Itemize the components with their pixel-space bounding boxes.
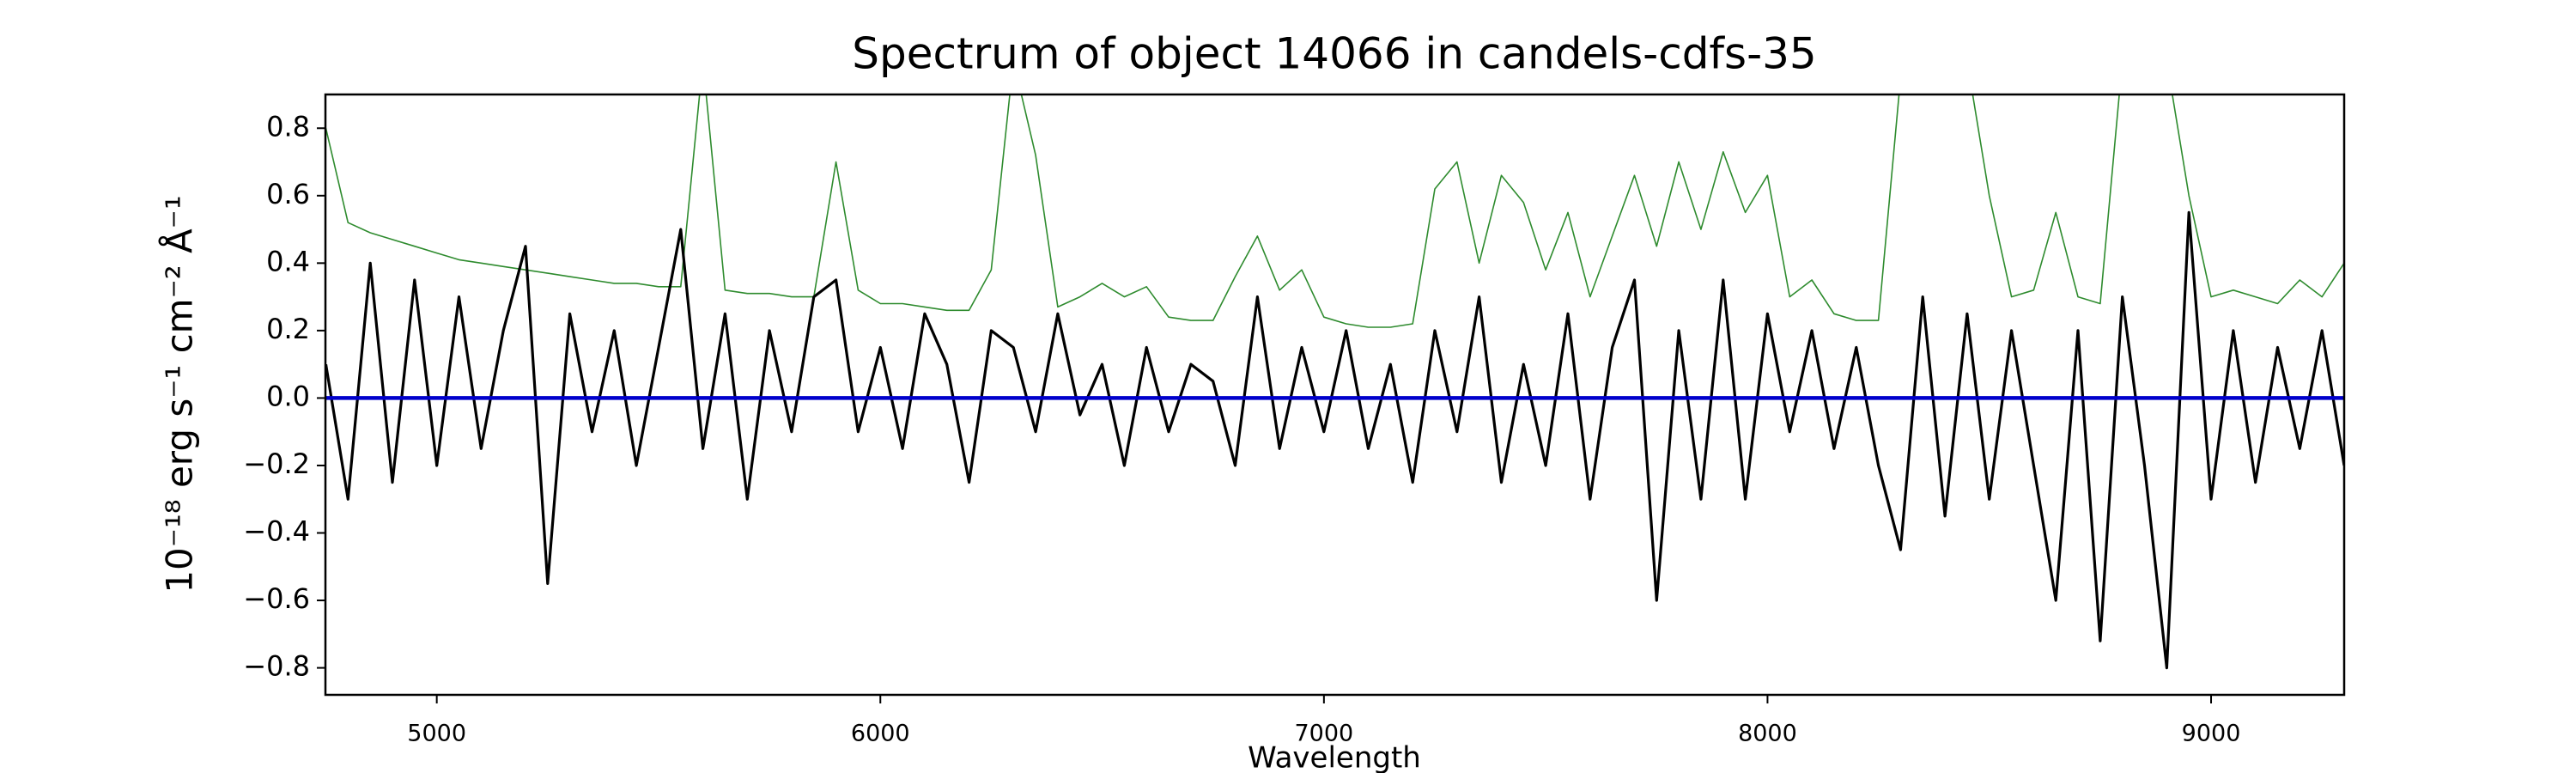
y-tick-label: −0.8 xyxy=(243,650,310,683)
y-axis-label: 10⁻¹⁸ erg s⁻¹ cm⁻² Å⁻¹ xyxy=(158,195,201,593)
y-tick-label: 0.6 xyxy=(266,178,310,210)
spectrum-line xyxy=(325,210,2344,670)
y-tick-label: −0.2 xyxy=(243,447,310,480)
x-tick-label: 7000 xyxy=(1294,721,1353,747)
y-tick-label: −0.6 xyxy=(243,582,310,615)
x-tick-label: 8000 xyxy=(1738,721,1797,747)
chart-title: Spectrum of object 14066 in candels-cdfs… xyxy=(852,29,1817,79)
y-tick-label: 0.2 xyxy=(266,313,310,345)
plot-area xyxy=(325,94,2344,670)
y-tick-label: 0.0 xyxy=(266,380,310,412)
x-tick-label: 9000 xyxy=(2182,721,2241,747)
axes-frame xyxy=(324,93,2346,697)
x-tick-label: 5000 xyxy=(407,721,466,747)
y-tick-label: 0.8 xyxy=(266,110,310,143)
x-tick-label: 6000 xyxy=(851,721,910,747)
x-axis-label: Wavelength xyxy=(1248,741,1421,773)
spectrum-line xyxy=(325,94,2344,328)
y-tick-label: 0.4 xyxy=(266,245,310,277)
y-tick-label: −0.4 xyxy=(243,515,310,548)
